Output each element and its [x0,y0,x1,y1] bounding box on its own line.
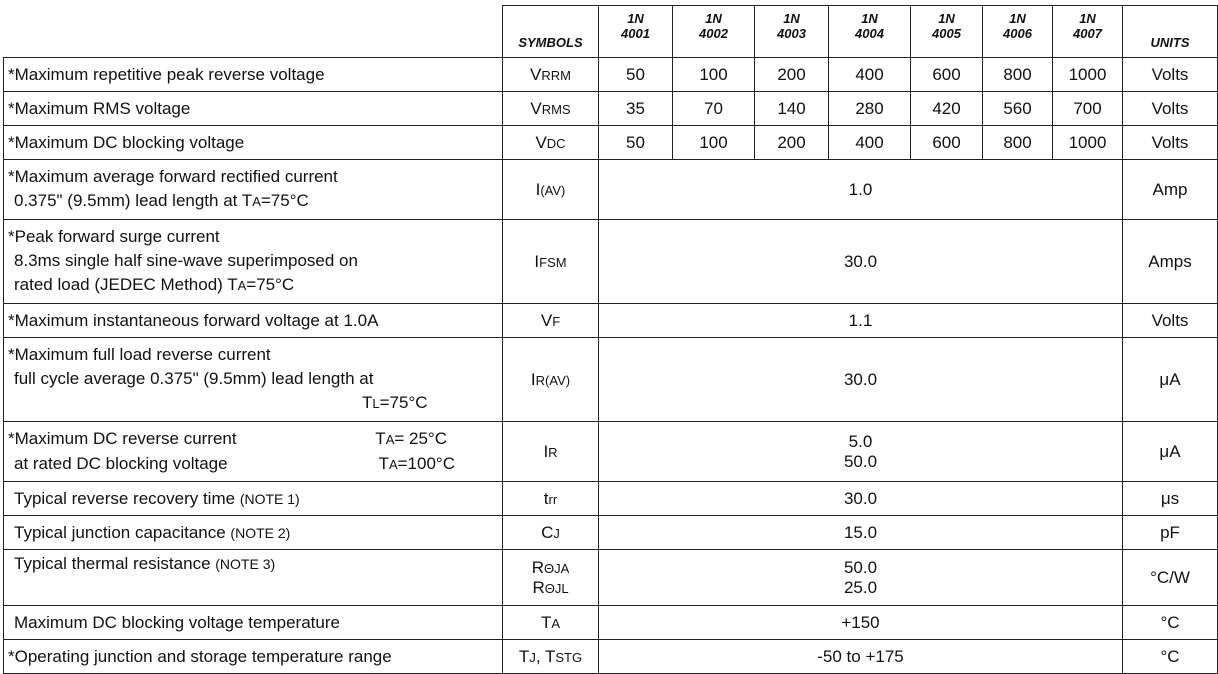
unit-cell: μA [1122,337,1218,422]
value-cell: 600 [910,125,983,160]
param-label: Maximum DC blocking voltage temperature [3,605,503,640]
part-header-4005: 1N 4005 [910,5,983,58]
param-label: *Maximum RMS voltage [3,91,503,126]
value-cell: 15.0 [598,515,1123,550]
value-cell: 200 [754,57,829,92]
value-cell: 1.0 [598,159,1123,220]
table-row-vrrm: *Maximum repetitive peak reverse voltage… [3,57,1218,92]
unit-cell: pF [1122,515,1218,550]
unit-cell: Volts [1122,125,1218,160]
value-cell: 420 [910,91,983,126]
unit-cell: μs [1122,481,1218,516]
param-label: Typical junction capacitance (NOTE 2) [3,515,503,550]
part-header-4002: 1N 4002 [672,5,755,58]
part-header-4007: 1N 4007 [1052,5,1123,58]
param-label: *Peak forward surge current 8.3ms single… [3,219,503,304]
value-cell: 50 [598,125,673,160]
table-row-cj: Typical junction capacitance (NOTE 2) CJ… [3,515,1218,550]
unit-cell: °C [1122,605,1218,640]
param-label: *Maximum repetitive peak reverse voltage [3,57,503,92]
value-cell: 1000 [1052,57,1123,92]
param-label: *Maximum instantaneous forward voltage a… [3,303,503,338]
electrical-ratings-table: SYMBOLS 1N 4001 1N 4002 1N 4003 1N 4004 1N 40… [3,5,1218,674]
value-cell: 5.0 50.0 [598,421,1123,482]
symbol-cell: IR(AV) [502,337,599,422]
param-label: *Maximum average forward rectified curre… [3,159,503,220]
value-cell: 100 [672,125,755,160]
table-row-ta: Maximum DC blocking voltage temperature … [3,605,1218,640]
value-cell: 600 [910,57,983,92]
param-label: *Maximum DC reverse current TA= 25°C at r… [3,421,503,482]
part-header-4001: 1N 4001 [598,5,673,58]
part-header-4004: 1N 4004 [828,5,911,58]
value-cell: 1.1 [598,303,1123,338]
value-cell: 400 [828,125,911,160]
table-row-trr: Typical reverse recovery time (NOTE 1) t… [3,481,1218,516]
table-row-vrms: *Maximum RMS voltage VRMS 35 70 140 280 … [3,91,1218,126]
unit-cell: Amps [1122,219,1218,304]
value-cell: 140 [754,91,829,126]
symbol-cell: CJ [502,515,599,550]
symbol-cell: VF [502,303,599,338]
symbol-cell: VRMS [502,91,599,126]
table-row-vf: *Maximum instantaneous forward voltage a… [3,303,1218,338]
value-cell: 30.0 [598,337,1123,422]
value-cell: 30.0 [598,219,1123,304]
unit-cell: Volts [1122,57,1218,92]
value-cell: 100 [672,57,755,92]
value-cell: 50 [598,57,673,92]
value-cell: 400 [828,57,911,92]
unit-cell: Volts [1122,91,1218,126]
symbol-cell: IR [502,421,599,482]
table-row-vdc: *Maximum DC blocking voltage VDC 50 100 … [3,125,1218,160]
unit-cell: μA [1122,421,1218,482]
symbol-cell: I(AV) [502,159,599,220]
part-header-4003: 1N 4003 [754,5,829,58]
value-cell: 800 [982,125,1053,160]
value-cell: 700 [1052,91,1123,126]
symbol-cell: TJ, TSTG [502,639,599,674]
unit-cell: Amp [1122,159,1218,220]
table-row-ifsm: *Peak forward surge current 8.3ms single… [3,219,1218,304]
value-cell: 50.0 25.0 [598,549,1123,606]
param-label: *Maximum full load reverse current full … [3,337,503,422]
symbol-cell: IFSM [502,219,599,304]
table-row-ir: *Maximum DC reverse current TA= 25°C at r… [3,421,1218,482]
symbols-header: SYMBOLS [502,5,599,58]
value-cell: 70 [672,91,755,126]
value-cell: 560 [982,91,1053,126]
symbol-cell: RΘJA RΘJL [502,549,599,606]
unit-cell: Volts [1122,303,1218,338]
value-cell: -50 to +175 [598,639,1123,674]
header-blank-cell [3,5,503,58]
value-cell: 200 [754,125,829,160]
param-label: *Operating junction and storage temperat… [3,639,503,674]
value-cell: 1000 [1052,125,1123,160]
symbol-cell: TA [502,605,599,640]
ratings-table-wrapper: SYMBOLS 1N 4001 1N 4002 1N 4003 1N 4004 1N 40… [3,5,1218,674]
unit-cell: °C [1122,639,1218,674]
table-row-iav: *Maximum average forward rectified curre… [3,159,1218,220]
symbol-cell: VDC [502,125,599,160]
value-cell: 30.0 [598,481,1123,516]
value-cell: 280 [828,91,911,126]
param-label: Typical thermal resistance (NOTE 3) [3,549,503,606]
value-cell: 800 [982,57,1053,92]
table-row-irav: *Maximum full load reverse current full … [3,337,1218,422]
table-row-tj: *Operating junction and storage temperat… [3,639,1218,674]
param-label: Typical reverse recovery time (NOTE 1) [3,481,503,516]
unit-cell: °C/W [1122,549,1218,606]
param-label: *Maximum DC blocking voltage [3,125,503,160]
units-header: UNITS [1122,5,1218,58]
table-row-rth: Typical thermal resistance (NOTE 3) RΘJA… [3,549,1218,606]
part-header-4006: 1N 4006 [982,5,1053,58]
symbol-cell: VRRM [502,57,599,92]
symbol-cell: trr [502,481,599,516]
header-row: SYMBOLS 1N 4001 1N 4002 1N 4003 1N 4004 1N 40… [3,5,1218,58]
value-cell: 35 [598,91,673,126]
value-cell: +150 [598,605,1123,640]
